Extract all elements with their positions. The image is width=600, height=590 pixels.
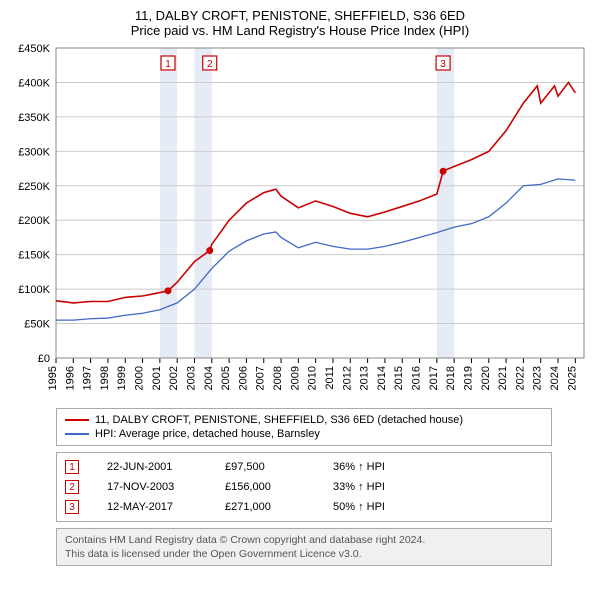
attribution-footer: Contains HM Land Registry data © Crown c…	[56, 528, 552, 566]
legend: 11, DALBY CROFT, PENISTONE, SHEFFIELD, S…	[56, 408, 552, 446]
sale-dot	[206, 247, 213, 254]
x-axis-label: 1998	[99, 366, 111, 390]
x-axis-label: 2020	[480, 366, 492, 390]
sale-row: 3 12-MAY-2017 £271,000 50% ↑ HPI	[65, 497, 543, 517]
x-axis-label: 2024	[549, 366, 561, 390]
sale-date: 12-MAY-2017	[107, 501, 197, 513]
y-axis-label: £450K	[18, 43, 50, 55]
x-axis-label: 2003	[185, 366, 197, 390]
sale-price: £156,000	[225, 481, 305, 493]
x-axis-label: 2006	[237, 366, 249, 390]
chart-svg: £0 £50K £100K £150K £200K £250K £300K £350K £400…	[8, 42, 592, 402]
plot-area: £0 £50K £100K £150K £200K £250K £300K £350K £400…	[8, 42, 592, 402]
x-axis-label: 1999	[116, 366, 128, 390]
legend-item: HPI: Average price, detached house, Barn…	[65, 427, 543, 441]
y-axis-label: £150K	[18, 250, 50, 262]
x-axis-label: 2010	[307, 366, 319, 390]
x-axis-label: 2004	[203, 366, 215, 390]
x-axis-label: 2013	[359, 366, 371, 390]
x-axis-label: 2012	[341, 366, 353, 390]
x-axis-label: 1995	[47, 366, 59, 390]
sale-delta: 50% ↑ HPI	[333, 501, 423, 513]
x-axis-label: 2009	[289, 366, 301, 390]
x-axis-label: 2007	[255, 366, 267, 390]
x-axis-label: 2022	[514, 366, 526, 390]
y-axis-label: £100K	[18, 284, 50, 296]
x-axis-label: 2000	[134, 366, 146, 390]
sale-price: £271,000	[225, 501, 305, 513]
sale-row: 2 17-NOV-2003 £156,000 33% ↑ HPI	[65, 477, 543, 497]
x-axis-label: 1997	[82, 366, 94, 390]
year-band	[194, 48, 211, 358]
footer-line-1: Contains HM Land Registry data © Crown c…	[65, 533, 543, 547]
x-axis-label: 2008	[272, 366, 284, 390]
legend-label: HPI: Average price, detached house, Barn…	[95, 428, 320, 440]
x-axis-label: 2015	[393, 366, 405, 390]
title-block: 11, DALBY CROFT, PENISTONE, SHEFFIELD, S…	[8, 8, 592, 38]
sale-marker-cell: 1	[65, 460, 79, 474]
y-axis-label: £200K	[18, 215, 50, 227]
sales-table: 1 22-JUN-2001 £97,500 36% ↑ HPI 2 17-NOV-2003…	[56, 452, 552, 522]
sale-dot	[440, 168, 447, 175]
x-axis-label: 2001	[151, 366, 163, 390]
sale-marker-number: 3	[440, 59, 446, 70]
x-axis-label: 2017	[428, 366, 440, 390]
sale-marker-cell: 3	[65, 500, 79, 514]
x-axis-label: 2011	[324, 366, 336, 390]
x-axis-label: 2025	[566, 366, 578, 390]
x-axis-label: 2014	[376, 366, 388, 390]
legend-swatch	[65, 433, 89, 435]
x-axis-label: 1996	[64, 366, 76, 390]
chart-container: 11, DALBY CROFT, PENISTONE, SHEFFIELD, S…	[8, 8, 592, 566]
legend-item: 11, DALBY CROFT, PENISTONE, SHEFFIELD, S…	[65, 413, 543, 427]
y-axis-label: £400K	[18, 77, 50, 89]
sale-dot	[165, 287, 172, 294]
chart-subtitle: Price paid vs. HM Land Registry's House …	[8, 23, 592, 38]
x-axis-label: 2005	[220, 366, 232, 390]
legend-label: 11, DALBY CROFT, PENISTONE, SHEFFIELD, S…	[95, 414, 463, 426]
year-band	[437, 48, 454, 358]
sale-delta: 33% ↑ HPI	[333, 481, 423, 493]
sale-date: 17-NOV-2003	[107, 481, 197, 493]
series-property	[56, 82, 575, 302]
sale-date: 22-JUN-2001	[107, 461, 197, 473]
series-hpi	[56, 179, 575, 320]
footer-line-2: This data is licensed under the Open Gov…	[65, 547, 543, 561]
x-axis-label: 2002	[168, 366, 180, 390]
x-axis-label: 2023	[532, 366, 544, 390]
legend-swatch	[65, 419, 89, 421]
sale-marker-number: 2	[207, 59, 213, 70]
sale-delta: 36% ↑ HPI	[333, 461, 423, 473]
y-axis-label: £0	[38, 353, 50, 365]
chart-title: 11, DALBY CROFT, PENISTONE, SHEFFIELD, S…	[8, 8, 592, 23]
y-axis-label: £50K	[24, 319, 50, 331]
sale-row: 1 22-JUN-2001 £97,500 36% ↑ HPI	[65, 457, 543, 477]
sale-marker-cell: 2	[65, 480, 79, 494]
year-band	[160, 48, 177, 358]
sale-marker-number: 1	[165, 59, 171, 70]
y-axis-label: £250K	[18, 181, 50, 193]
x-axis-label: 2016	[411, 366, 423, 390]
x-axis-label: 2019	[462, 366, 474, 390]
sale-price: £97,500	[225, 461, 305, 473]
y-axis-label: £350K	[18, 112, 50, 124]
x-axis-label: 2018	[445, 366, 457, 390]
y-axis-label: £300K	[18, 146, 50, 158]
x-axis-label: 2021	[497, 366, 509, 390]
